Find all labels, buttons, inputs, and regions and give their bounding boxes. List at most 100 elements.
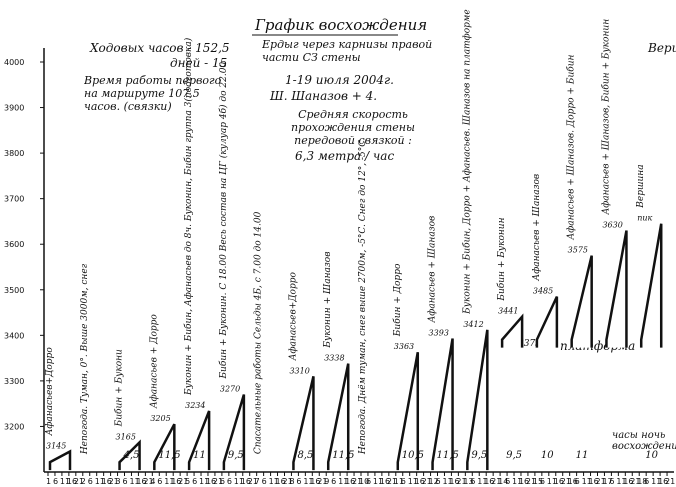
x-tick-label: 21 — [422, 477, 432, 486]
x-tick-label: 12 — [429, 477, 439, 486]
x-tick-label: 16 — [171, 477, 181, 486]
x-tick-label: 17 — [602, 477, 612, 486]
ascent-bar — [222, 394, 246, 471]
ascent-bar — [466, 329, 489, 471]
ascent-bar — [153, 423, 176, 471]
x-tick-label: 11 — [164, 477, 174, 486]
x-tick-label: 21 — [595, 477, 605, 486]
x-tick-label: 16 — [519, 477, 529, 486]
ascent-bar — [500, 313, 524, 348]
x-tick-label: 10 — [359, 477, 369, 486]
note-dates: 1-19 июля 2004г. — [285, 73, 394, 87]
x-tick-label: 11 — [303, 477, 313, 486]
x-tick-label: 16 — [484, 477, 494, 486]
x-tick-label: 6 — [436, 477, 441, 486]
x-tick-label: 11 — [408, 477, 418, 486]
x-tick-label: 11 — [269, 477, 279, 486]
ascent-bar — [326, 363, 350, 471]
x-tick-label: 21 — [143, 477, 153, 486]
x-tick-label: 21 — [665, 477, 675, 486]
x-tick-label: 13 — [463, 477, 473, 486]
x-tick-label: 8 — [289, 477, 294, 486]
ascent-bar — [639, 223, 663, 348]
bar-group: Непогода. Днём туман, снег выше 2700м, -… — [358, 140, 368, 455]
x-tick-label: 21 — [561, 477, 571, 486]
x-tick-label: 21 — [456, 477, 466, 486]
x-tick-label: 6 — [366, 477, 371, 486]
bar-value-label: 3338 — [324, 354, 344, 363]
x-tick-label: 4 — [150, 477, 155, 486]
x-tick-label: 16 — [380, 477, 390, 486]
bar-value-label: 3412 — [463, 320, 483, 329]
ascent-bar — [187, 410, 211, 471]
bar-group: 3338 11,5 Буконин + Шаназов — [323, 252, 354, 471]
bar-team-label: Афанасьев + Шаназов. Дорро + Бибин — [566, 54, 577, 240]
x-tick-label: 2 — [81, 477, 86, 486]
x-tick-label: 6 — [296, 477, 301, 486]
bar-value-label: 3485 — [533, 287, 553, 296]
bar-hours-label: 4,5 — [123, 450, 140, 461]
note-lead-time: Время работы первого на маршруте 107,5 ч… — [84, 74, 221, 113]
x-tick-label: 11 — [651, 477, 661, 486]
x-tick-label: 21 — [630, 477, 640, 486]
x-tick-label: 16 — [623, 477, 633, 486]
y-tick-label: 3200 — [4, 422, 24, 431]
x-tick-label: 11 — [234, 477, 244, 486]
ascent-bar — [605, 230, 628, 348]
ascent-bar — [431, 338, 454, 471]
x-tick-label: 6 — [401, 477, 406, 486]
x-tick-label: 14 — [498, 477, 508, 486]
x-tick-label: 16 — [206, 477, 216, 486]
bar-group: 3363 10,5 Бибин + Дорро — [392, 263, 424, 471]
y-tick-label: 4000 — [4, 58, 24, 67]
x-tick-label: 6 — [53, 477, 58, 486]
x-tick-label: 16 — [568, 477, 578, 486]
x-tick-label: 21 — [387, 477, 397, 486]
x-tick-label: 11 — [442, 477, 452, 486]
x-tick-label: 16 — [589, 477, 599, 486]
bar-group: 3441 9,5 Бибин + Буконин — [496, 217, 524, 461]
night-note: часы ночь восхождения — [612, 430, 676, 452]
x-tick-label: 6 — [157, 477, 162, 486]
bar-value-label: 3205 — [150, 414, 170, 423]
bar-team-label: Афанасьев + Дорро — [149, 314, 159, 410]
x-tick-label: 11 — [477, 477, 487, 486]
x-tick-label: 6 — [227, 477, 232, 486]
ascent-bar — [535, 296, 559, 348]
x-tick-label: 21 — [317, 477, 327, 486]
x-tick-label: 21 — [109, 477, 119, 486]
bar-value-label: пик — [637, 214, 652, 223]
note-hours: Ходовых часов - 152,5 — [89, 41, 230, 55]
bar-group: 3575 11 Афанасьев + Шаназов. Дорро + Бибин — [566, 54, 593, 461]
x-tick-label: 16 — [415, 477, 425, 486]
x-tick-label: 11 — [129, 477, 139, 486]
x-tick-label: 6 — [540, 477, 545, 486]
x-tick-label: 11 — [95, 477, 105, 486]
bar-group: 3393 11,5 Афанасьев + Шаназов — [428, 216, 459, 471]
bar-team-label: Бибин + Буконин — [496, 217, 507, 301]
y-tick-label: 3500 — [4, 286, 24, 295]
bar-hours-label: 11,5 — [437, 450, 459, 461]
bar-team-label: Буконин + Бибин, Афанасьев до 8ч. Букони… — [183, 37, 194, 396]
bar-team-label: Афанасьев + Шаназов — [428, 216, 438, 324]
bar-group: 3205 11,5 Афанасьев + Дорро — [149, 314, 181, 471]
bar-team-label: Афанасьев + Шаназов, Бибин + Буконин — [600, 19, 611, 216]
chart-title: График восхождения — [254, 16, 427, 34]
note-route: Ердыг через карнизы правой части СЗ стен… — [262, 38, 432, 64]
note-leader: Ш. Шаназов + 4. — [269, 89, 377, 103]
x-tick-label: 3 — [116, 477, 121, 486]
bar-team-label: Афанасьев+Дорро — [288, 272, 298, 362]
y-tick-label: 3900 — [4, 104, 24, 113]
x-tick-label: 21 — [213, 477, 223, 486]
x-tick-label: 21 — [282, 477, 292, 486]
x-tick-label: 16 — [102, 477, 112, 486]
bars: 3145 Афанасьев+Дорро Непогода. Туман, 0°. … — [45, 9, 663, 471]
bar-value-label: 3165 — [116, 432, 136, 441]
ascent-bar — [292, 376, 315, 471]
x-tick-label: 6 — [644, 477, 649, 486]
x-tick-label: 21 — [352, 477, 362, 486]
x-tick-label: 16 — [241, 477, 251, 486]
x-tick-label: 16 — [658, 477, 668, 486]
bar-team-label: Непогода. Днём туман, снег выше 2700м, -… — [358, 140, 368, 455]
